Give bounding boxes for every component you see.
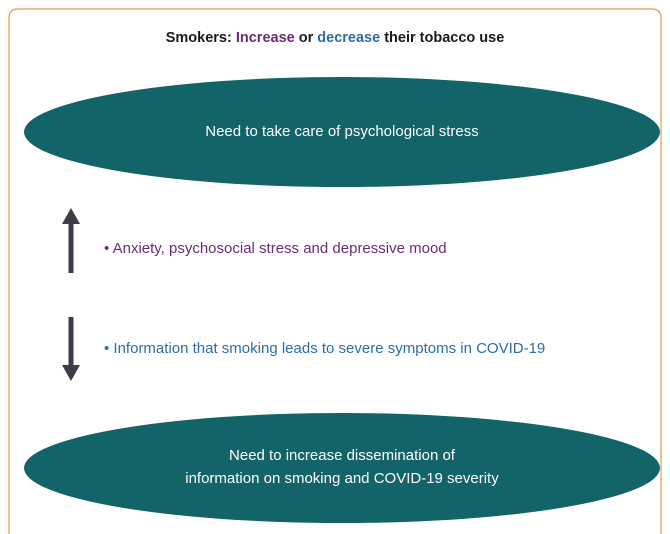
factor-text: • Anxiety, psychosocial stress and depre… bbox=[104, 240, 447, 257]
title: Smokers: Increase or decrease their toba… bbox=[166, 30, 505, 46]
title-part: Smokers: bbox=[166, 30, 236, 46]
node-label: Need to take care of psychological stres… bbox=[205, 123, 478, 140]
node-label: Need to increase dissemination of bbox=[229, 447, 456, 464]
node-ellipse bbox=[24, 77, 660, 187]
title-decrease: decrease bbox=[317, 30, 380, 46]
frame bbox=[8, 8, 662, 534]
title-part: or bbox=[295, 30, 318, 46]
title-increase: Increase bbox=[236, 30, 295, 46]
arrow-head bbox=[62, 208, 80, 224]
arrow-head bbox=[62, 365, 80, 381]
factor-text: • Information that smoking leads to seve… bbox=[104, 340, 545, 357]
node-ellipse bbox=[24, 413, 660, 523]
title-part: their tobacco use bbox=[380, 30, 504, 46]
node-label: information on smoking and COVID-19 seve… bbox=[185, 470, 499, 487]
